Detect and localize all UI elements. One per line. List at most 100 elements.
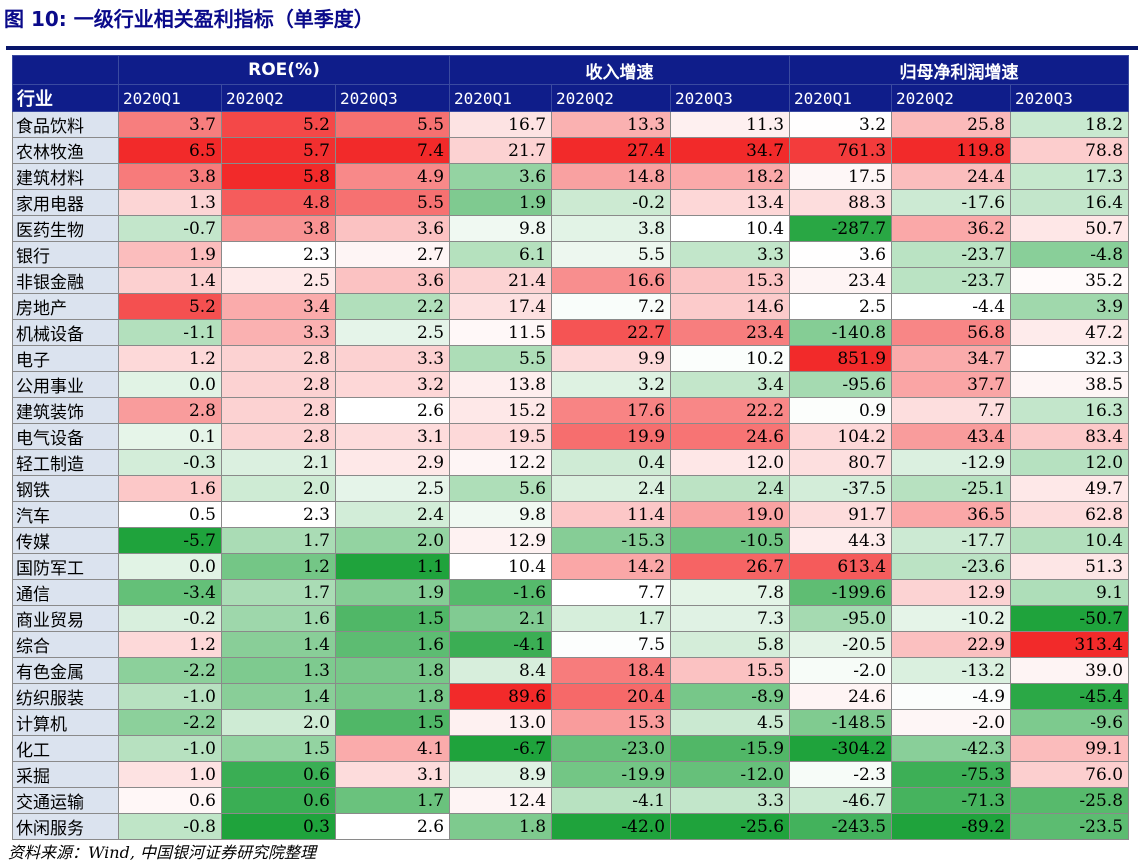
industry-name-cell: 非银金融	[12, 267, 119, 294]
value-cell: 5.2	[118, 293, 222, 320]
group-header-row: ROE(%) 收入增速 归母净利润增速	[12, 55, 1130, 85]
value-cell: 17.6	[551, 397, 672, 424]
industry-name-cell: 农林牧渔	[12, 137, 119, 164]
value-cell: 83.4	[1010, 423, 1130, 450]
value-cell: 17.4	[449, 293, 553, 320]
value-cell: -17.6	[891, 189, 1012, 216]
value-cell: -10.5	[670, 527, 791, 554]
value-cell: -37.5	[789, 475, 893, 502]
value-cell: 6.5	[118, 137, 222, 164]
value-cell: 2.5	[221, 267, 336, 294]
value-cell: 25.8	[891, 111, 1012, 138]
value-cell: 1.0	[118, 761, 222, 788]
value-cell: 19.5	[449, 423, 553, 450]
value-cell: 44.3	[789, 527, 893, 554]
value-cell: 2.4	[670, 475, 791, 502]
value-cell: 0.6	[221, 787, 336, 814]
profitability-table: ROE(%) 收入增速 归母净利润增速 行业 2020Q1 2020Q2 202…	[12, 55, 1130, 840]
value-cell: 56.8	[891, 319, 1012, 346]
value-cell: -42.0	[551, 813, 672, 840]
value-cell: 7.7	[551, 579, 672, 606]
value-cell: -89.2	[891, 813, 1012, 840]
industry-name-cell: 国防军工	[12, 553, 119, 580]
value-cell: -25.8	[1010, 787, 1130, 814]
industry-name-cell: 电气设备	[12, 423, 119, 450]
value-cell: 27.4	[551, 137, 672, 164]
value-cell: 5.5	[334, 111, 451, 138]
value-cell: -0.3	[118, 449, 222, 476]
value-cell: 2.8	[221, 423, 336, 450]
value-cell: -2.3	[789, 761, 893, 788]
value-cell: 5.2	[221, 111, 336, 138]
value-cell: -23.6	[891, 553, 1012, 580]
value-cell: 2.0	[221, 709, 336, 736]
value-cell: 5.7	[221, 137, 336, 164]
value-cell: 11.4	[551, 501, 672, 528]
value-cell: 1.9	[449, 189, 553, 216]
value-cell: 1.7	[221, 579, 336, 606]
value-cell: 43.4	[891, 423, 1012, 450]
value-cell: 3.2	[334, 371, 451, 398]
table-row: 轻工制造 -0.3 2.1 2.9 12.2 0.4 12.0 80.7 -12.9 12.0	[12, 449, 1130, 476]
value-cell: 89.6	[449, 683, 553, 710]
value-cell: 1.3	[221, 657, 336, 684]
industry-name-cell: 银行	[12, 241, 119, 268]
value-cell: -4.4	[891, 293, 1012, 320]
value-cell: 1.5	[334, 605, 451, 632]
value-cell: 11.3	[670, 111, 791, 138]
value-cell: 49.7	[1010, 475, 1130, 502]
source-note: 资料来源：Wind, 中国银河证券研究院整理	[8, 843, 317, 862]
value-cell: 0.1	[118, 423, 222, 450]
industry-name-cell: 电子	[12, 345, 119, 372]
industry-name-cell: 食品饮料	[12, 111, 119, 138]
industry-name-cell: 建筑材料	[12, 163, 119, 190]
table-row: 食品饮料 3.7 5.2 5.5 16.7 13.3 11.3 3.2 25.8 18.2	[12, 111, 1130, 138]
value-cell: -140.8	[789, 319, 893, 346]
value-cell: 2.3	[221, 241, 336, 268]
table-row: 建筑材料 3.8 5.8 4.9 3.6 14.8 18.2 17.5 24.4 17.3	[12, 163, 1130, 190]
value-cell: 3.8	[551, 215, 672, 242]
value-cell: -304.2	[789, 735, 893, 762]
value-cell: 0.4	[551, 449, 672, 476]
value-cell: -0.7	[118, 215, 222, 242]
value-cell: 8.4	[449, 657, 553, 684]
industry-name-cell: 轻工制造	[12, 449, 119, 476]
value-cell: -1.0	[118, 683, 222, 710]
value-cell: 851.9	[789, 345, 893, 372]
table-row: 商业贸易 -0.2 1.6 1.5 2.1 1.7 7.3 -95.0 -10.2 -50.7	[12, 605, 1130, 632]
value-cell: 15.5	[670, 657, 791, 684]
value-cell: 1.2	[221, 553, 336, 580]
header-corner	[12, 55, 119, 85]
industry-name-cell: 纺织服装	[12, 683, 119, 710]
value-cell: 7.4	[334, 137, 451, 164]
value-cell: 3.3	[221, 319, 336, 346]
table-row: 农林牧渔 6.5 5.7 7.4 21.7 27.4 34.7 761.3 119.8 78.8	[12, 137, 1130, 164]
value-cell: 313.4	[1010, 631, 1130, 658]
value-cell: 15.3	[670, 267, 791, 294]
value-cell: -50.7	[1010, 605, 1130, 632]
value-cell: 78.8	[1010, 137, 1130, 164]
value-cell: 2.7	[334, 241, 451, 268]
value-cell: 7.7	[891, 397, 1012, 424]
value-cell: 2.8	[221, 397, 336, 424]
value-cell: 2.4	[551, 475, 672, 502]
value-cell: 1.7	[334, 787, 451, 814]
value-cell: 47.2	[1010, 319, 1130, 346]
value-cell: -4.8	[1010, 241, 1130, 268]
value-cell: -4.9	[891, 683, 1012, 710]
value-cell: -10.2	[891, 605, 1012, 632]
value-cell: 0.5	[118, 501, 222, 528]
value-cell: 16.6	[551, 267, 672, 294]
value-cell: 20.4	[551, 683, 672, 710]
value-cell: 0.0	[118, 553, 222, 580]
value-cell: 50.7	[1010, 215, 1130, 242]
value-cell: 19.9	[551, 423, 672, 450]
value-cell: -12.0	[670, 761, 791, 788]
industry-name-cell: 有色金属	[12, 657, 119, 684]
value-cell: 2.5	[334, 475, 451, 502]
value-cell: 1.1	[334, 553, 451, 580]
value-cell: 3.4	[670, 371, 791, 398]
table-row: 电气设备 0.1 2.8 3.1 19.5 19.9 24.6 104.2 43.4 83.4	[12, 423, 1130, 450]
value-cell: -46.7	[789, 787, 893, 814]
table-row: 房地产 5.2 3.4 2.2 17.4 7.2 14.6 2.5 -4.4 3.9	[12, 293, 1130, 320]
